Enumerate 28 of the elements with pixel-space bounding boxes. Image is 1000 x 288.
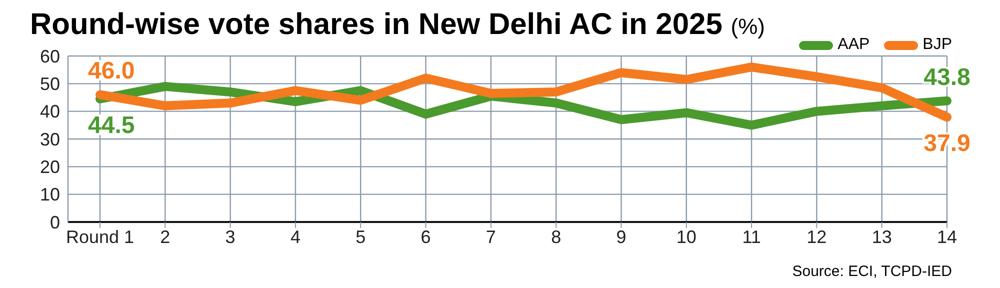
x-tick-label: 11 — [742, 226, 761, 247]
y-tick-label: 30 — [40, 129, 60, 150]
x-tick-label: 4 — [290, 226, 300, 247]
x-tick-label: 14 — [936, 226, 958, 247]
y-tick-label: 0 — [50, 212, 60, 232]
x-tick-label: 2 — [160, 226, 170, 247]
legend-label: BJP — [922, 36, 952, 54]
x-tick-label: Round 1 — [66, 226, 134, 247]
x-tick-label: 7 — [486, 226, 496, 247]
data-label: 46.0 — [88, 58, 135, 85]
y-tick-label: 60 — [40, 46, 60, 66]
x-tick-label: 3 — [225, 226, 236, 247]
data-label: 37.9 — [924, 130, 970, 158]
legend-label: AAP — [838, 36, 870, 54]
y-tick-label: 50 — [40, 74, 60, 94]
y-tick-label: 40 — [40, 102, 60, 122]
x-tick-label: 6 — [420, 226, 431, 247]
x-tick-label: 9 — [616, 226, 626, 247]
chart-title: Round-wise vote shares in New Delhi AC in 2025 — [30, 8, 722, 41]
y-tick-label: 20 — [40, 157, 60, 178]
source-note: Source: ECI, TCPD-IED — [792, 263, 952, 280]
x-tick-label: 12 — [806, 226, 827, 247]
x-tick-label: 5 — [356, 226, 366, 247]
x-tick-label: 13 — [872, 226, 892, 247]
chart-subtitle: (%) — [730, 14, 765, 39]
x-tick-label: 8 — [551, 226, 562, 247]
x-tick-label: 10 — [676, 226, 696, 247]
y-tick-label: 10 — [40, 184, 60, 205]
